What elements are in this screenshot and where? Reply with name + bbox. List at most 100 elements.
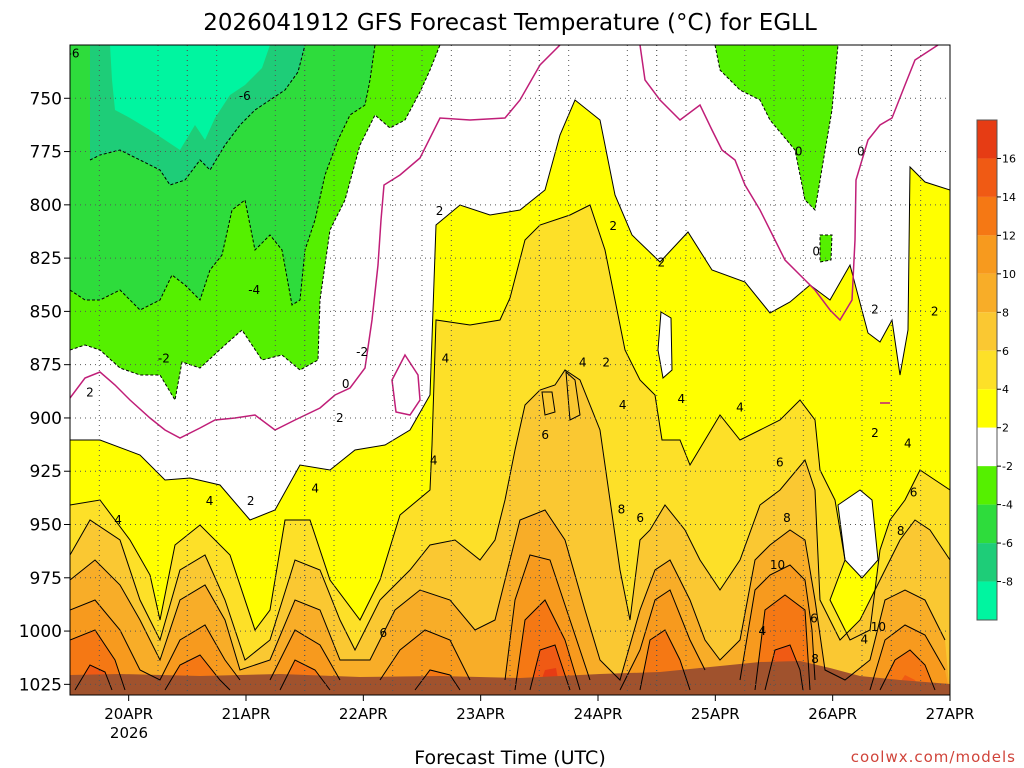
colorbar-tick-label: 12 — [1002, 229, 1016, 242]
colorbar-tick-label: -8 — [1002, 576, 1013, 589]
x-tick-label: 23APR — [456, 705, 505, 723]
x-tick-label: 25APR — [691, 705, 740, 723]
chart-title: 2026041912 GFS Forecast Temperature (°C)… — [203, 10, 817, 36]
colorbar: 16 14 12 10 8 6 4 2 -2 -4 -6 -8 — [976, 119, 1016, 621]
colorbar-tick-label: -4 — [1002, 499, 1013, 512]
colorbar-tick-label: 16 — [1002, 152, 1016, 165]
source-credit: coolwx.com/models — [851, 748, 1016, 766]
contour-label: 4 — [430, 454, 438, 468]
contour-label: 2 — [86, 385, 94, 399]
colorbar-swatch — [977, 466, 997, 505]
contour-label: 6 — [541, 428, 549, 442]
colorbar-swatch — [977, 543, 997, 582]
colorbar-tick-label: 6 — [1002, 345, 1009, 358]
colorbar-tick-label: 2 — [1002, 422, 1009, 435]
contour-label: 4 — [861, 633, 869, 647]
temp-band-10-12 — [70, 555, 950, 695]
colorbar-swatch — [977, 196, 997, 236]
colorbar-tick-label: -6 — [1002, 537, 1013, 550]
y-tick-label: 975 — [30, 569, 62, 589]
grid-lines — [70, 45, 950, 695]
temp-band-minus8-minus10 — [110, 45, 270, 150]
colorbar-swatch — [977, 312, 997, 351]
contour-label: 8 — [897, 524, 905, 538]
y-tick-label: 750 — [30, 89, 62, 109]
contour-label: 4 — [677, 392, 685, 406]
y-tick-label: 900 — [30, 409, 62, 429]
colorbar-swatch — [977, 389, 997, 428]
contour-label: 4 — [579, 356, 587, 370]
x-tick-label: 27APR — [926, 705, 975, 723]
x-tick-label: 21APR — [222, 705, 271, 723]
contour-label: 0 — [342, 377, 350, 391]
x-year-label: 2026 — [110, 724, 148, 742]
colorbar-tick-label: 8 — [1002, 306, 1009, 319]
y-tick-label: 800 — [30, 196, 62, 216]
contour-label: 2 — [247, 494, 255, 508]
colorbar-tick-label: -2 — [1002, 460, 1013, 473]
y-axis: 750 775 800 825 850 875 900 925 950 975 1000 1025 — [19, 89, 70, 695]
colorbar-swatch — [977, 235, 997, 274]
contour-label: 2 — [609, 219, 617, 233]
contour-label: 8 — [811, 652, 819, 666]
contour-label: 2 — [436, 204, 444, 218]
x-tick-label: 24APR — [574, 705, 623, 723]
x-axis-title: Forecast Time (UTC) — [414, 747, 605, 768]
y-tick-label: 775 — [30, 143, 62, 163]
contour-label: 0 — [857, 145, 865, 159]
contour-label: 2 — [602, 356, 610, 370]
contour-label: -6 — [68, 47, 80, 61]
contour-label: 4 — [619, 398, 627, 412]
colorbar-tick-label: 4 — [1002, 383, 1009, 396]
y-tick-label: 925 — [30, 462, 62, 482]
contour-label: -6 — [239, 89, 251, 103]
contour-label: 6 — [379, 626, 387, 640]
contour-label: 6 — [910, 486, 918, 500]
contour-label: 10 — [871, 620, 886, 634]
contour-label: 2 — [336, 411, 344, 425]
contour-label: 6 — [810, 611, 818, 625]
contour-label: 0 — [812, 245, 820, 259]
colorbar-swatch — [977, 427, 997, 467]
contour-label: 0 — [795, 145, 803, 159]
colorbar-swatch — [977, 158, 997, 197]
colorbar-swatch — [977, 273, 997, 313]
colorbar-frame — [976, 119, 998, 621]
colorbar-swatch — [977, 120, 997, 159]
y-tick-label: 875 — [30, 356, 62, 376]
contour-label: 10 — [770, 558, 785, 572]
y-tick-label: 850 — [30, 302, 62, 322]
x-tick-label: 26APR — [808, 705, 857, 723]
contour-label: 4 — [758, 624, 766, 638]
contour-label: 2 — [871, 302, 879, 316]
contour-label: 4 — [114, 513, 122, 527]
contour-label: -2 — [158, 351, 170, 365]
surface-terrain — [70, 661, 950, 695]
colorbar-tick-label: 14 — [1002, 191, 1016, 204]
contour-label: 4 — [904, 437, 912, 451]
contour-label: 2 — [658, 255, 666, 269]
contour-label: 8 — [618, 503, 626, 517]
contour-label: 8 — [783, 511, 791, 525]
contour-label: 6 — [776, 456, 784, 470]
contour-label: 2 — [871, 426, 879, 440]
contour-label: -4 — [248, 283, 260, 297]
contour-label: 4 — [206, 494, 214, 508]
contour-label: 6 — [636, 511, 644, 525]
colorbar-swatch — [977, 581, 997, 620]
contour-label: 4 — [736, 400, 744, 414]
plot-frame — [69, 44, 951, 696]
contour-label: 4 — [311, 481, 319, 495]
contour-label: -2 — [356, 345, 368, 359]
x-tick-label: 20APR — [104, 705, 153, 723]
y-tick-label: 1025 — [19, 675, 62, 695]
contour-label: 2 — [931, 304, 939, 318]
x-axis: 20APR 21APR 22APR 23APR 24APR 25APR 26APR 27APR — [104, 695, 974, 723]
colorbar-swatch — [977, 504, 997, 544]
temp-band-12-14 — [70, 595, 935, 690]
colorbar-swatch — [977, 350, 997, 390]
contour-label: 4 — [442, 351, 450, 365]
y-tick-label: 950 — [30, 516, 62, 536]
